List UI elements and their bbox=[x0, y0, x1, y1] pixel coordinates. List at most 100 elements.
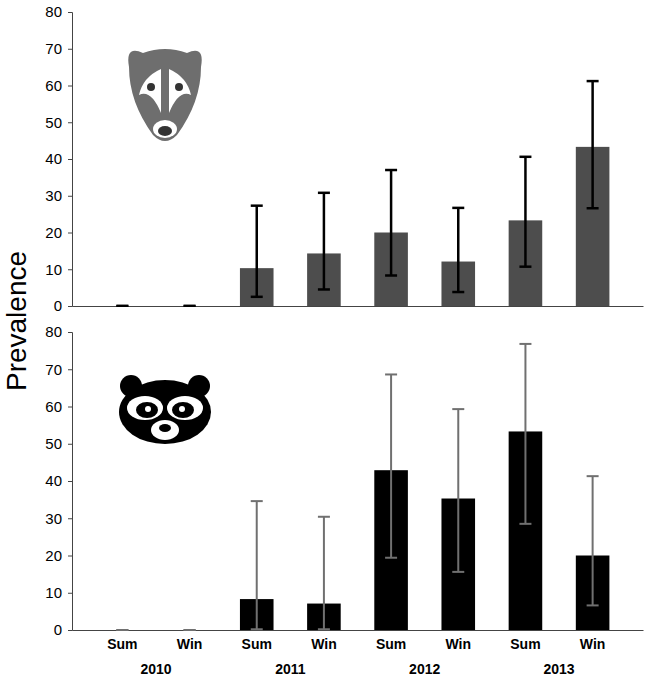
y-tick-mark bbox=[68, 481, 72, 482]
error-bar bbox=[385, 170, 397, 275]
icon-shape bbox=[127, 396, 163, 420]
error-bar-cap bbox=[251, 500, 263, 502]
y-tick-label: 70 bbox=[45, 40, 62, 57]
y-tick: 80 bbox=[45, 323, 72, 340]
error-bar-cap bbox=[116, 629, 128, 631]
x-tick-label: Win bbox=[311, 636, 337, 652]
error-bar-cap bbox=[251, 204, 263, 207]
error-bar bbox=[116, 306, 128, 307]
y-tick-mark bbox=[68, 159, 72, 160]
y-axis-line bbox=[68, 13, 73, 307]
error-bar bbox=[587, 476, 599, 605]
y-tick-mark bbox=[68, 86, 72, 87]
y-tick-label: 50 bbox=[45, 114, 62, 131]
panel: 01020304050607080SumWinSumWinSumWinSumWi… bbox=[45, 323, 643, 677]
y-tick: 10 bbox=[45, 261, 72, 278]
error-bar-cap bbox=[587, 207, 599, 210]
error-bar-cap bbox=[184, 305, 196, 307]
x-tick-label: Sum bbox=[242, 636, 272, 652]
icon-shape bbox=[139, 69, 161, 113]
error-bar bbox=[318, 517, 330, 629]
animal-icon bbox=[128, 49, 201, 141]
y-tick-label: 60 bbox=[45, 77, 62, 94]
y-tick-label: 50 bbox=[45, 435, 62, 452]
marks bbox=[116, 81, 609, 306]
icon-shape bbox=[145, 406, 151, 412]
error-bar-cap bbox=[519, 265, 531, 268]
icon-shape bbox=[153, 120, 177, 138]
error-bar bbox=[519, 157, 531, 267]
y-tick: 60 bbox=[45, 398, 72, 415]
y-tick-mark bbox=[68, 518, 72, 519]
error-bar bbox=[251, 206, 263, 297]
x-tick: Win bbox=[445, 630, 471, 652]
y-tick-label: 0 bbox=[54, 297, 62, 314]
error-bar-cap bbox=[116, 305, 128, 307]
error-bar bbox=[452, 409, 464, 572]
y-tick: 50 bbox=[45, 435, 72, 452]
y-tick-label: 30 bbox=[45, 510, 62, 527]
y-tick: 60 bbox=[45, 77, 72, 94]
y-tick: 20 bbox=[45, 224, 72, 241]
x-tick: Win bbox=[177, 630, 203, 652]
y-axis: 01020304050607080 bbox=[45, 3, 72, 314]
error-bar-stem bbox=[524, 344, 526, 524]
group-label: 2011 bbox=[275, 661, 306, 677]
animal-icon bbox=[119, 375, 211, 444]
icon-shape bbox=[119, 380, 211, 444]
error-bar-cap bbox=[452, 207, 464, 210]
icon-shape bbox=[147, 83, 155, 91]
x-tick-label: Win bbox=[580, 636, 606, 652]
error-bar-stem bbox=[524, 157, 527, 267]
error-bar-cap bbox=[184, 629, 196, 631]
error-bar-stem bbox=[390, 170, 393, 275]
error-bar-cap bbox=[587, 80, 599, 83]
error-bar-stem bbox=[457, 208, 460, 292]
error-bar bbox=[184, 306, 196, 307]
error-bar-stem bbox=[457, 409, 459, 572]
error-bar-stem bbox=[592, 476, 594, 605]
x-tick: Sum bbox=[242, 630, 272, 652]
y-tick: 30 bbox=[45, 510, 72, 527]
error-bar-cap bbox=[251, 628, 263, 630]
x-tick-label: Sum bbox=[107, 636, 137, 652]
x-tick-label: Win bbox=[445, 636, 471, 652]
error-bar-cap bbox=[385, 373, 397, 375]
bar bbox=[173, 630, 207, 631]
y-tick-mark bbox=[68, 556, 72, 557]
y-tick-mark bbox=[68, 593, 72, 594]
error-bar-stem bbox=[323, 193, 326, 290]
y-tick-mark bbox=[68, 369, 72, 370]
y-tick-mark bbox=[68, 407, 72, 408]
error-bar-cap bbox=[184, 305, 196, 307]
error-bar-cap bbox=[452, 571, 464, 573]
y-tick-mark bbox=[68, 12, 72, 13]
error-bar-stem bbox=[323, 517, 325, 629]
error-bar-cap bbox=[385, 274, 397, 277]
y-tick-label: 40 bbox=[45, 150, 62, 167]
icon-shape bbox=[136, 402, 158, 418]
chart: 01020304050607080Prevalence0102030405060… bbox=[0, 0, 649, 680]
x-axis bbox=[73, 306, 644, 308]
y-tick: 40 bbox=[45, 472, 72, 489]
error-bar bbox=[385, 374, 397, 557]
y-tick-mark bbox=[68, 49, 72, 50]
error-bar-cap bbox=[519, 343, 531, 345]
x-tick: Sum bbox=[510, 630, 540, 652]
icon-shape bbox=[175, 83, 183, 91]
y-axis-title: Prevalence bbox=[1, 251, 32, 391]
error-bar-stem bbox=[256, 501, 258, 629]
y-tick-label: 10 bbox=[45, 584, 62, 601]
error-bar-cap bbox=[519, 523, 531, 525]
y-tick: 70 bbox=[45, 361, 72, 378]
x-axis: Sum Win Sum Win Sum Win Sum Win bbox=[73, 630, 644, 652]
bar bbox=[173, 306, 207, 307]
error-bar-cap bbox=[116, 629, 128, 631]
group-label: 2010 bbox=[140, 661, 171, 677]
bar bbox=[106, 306, 140, 307]
error-bar-cap bbox=[116, 305, 128, 307]
y-tick-label: 80 bbox=[45, 323, 62, 340]
error-bar-stem bbox=[390, 374, 392, 557]
panel: 01020304050607080 bbox=[45, 3, 643, 314]
x-tick-label: Sum bbox=[376, 636, 406, 652]
